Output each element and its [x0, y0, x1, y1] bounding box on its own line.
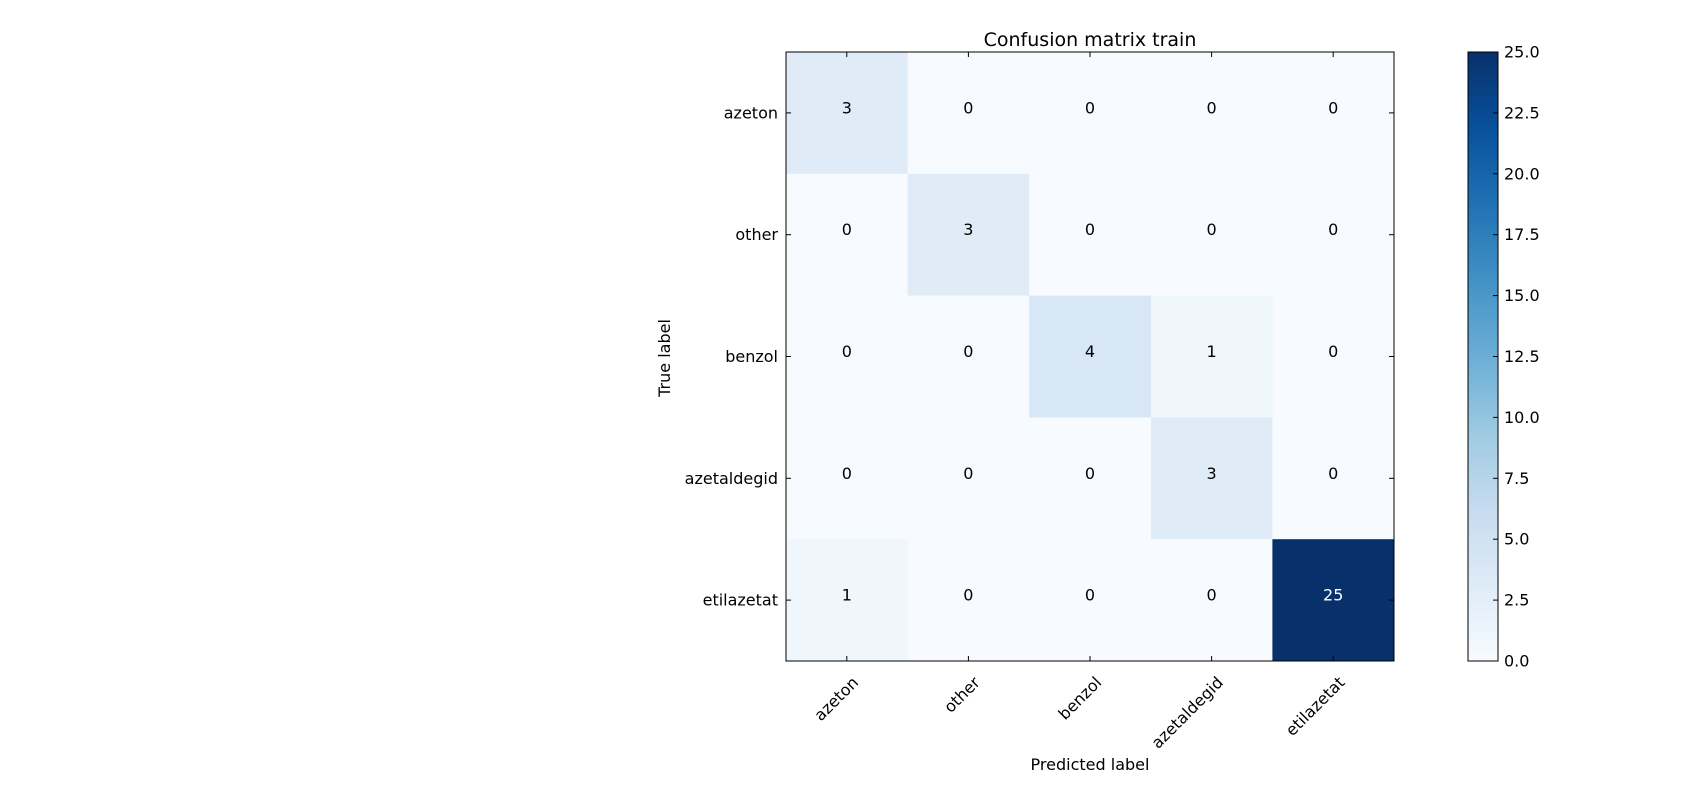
x-axis-label: Predicted label [1031, 755, 1150, 774]
cell-value-label-0-4: 0 [1328, 98, 1338, 117]
heatmap-cell-0-2 [1029, 52, 1152, 175]
colorbar-tick-label-1: 2.5 [1504, 591, 1529, 610]
cell-value-label-4-1: 0 [963, 586, 973, 605]
heatmap-cell-3-4 [1272, 417, 1395, 540]
colorbar-tick-label-2: 5.0 [1504, 530, 1529, 549]
colorbar-tick-label-5: 12.5 [1504, 347, 1540, 366]
colorbar-tick-label-6: 15.0 [1504, 286, 1540, 305]
cell-value-label-3-4: 0 [1328, 464, 1338, 483]
colorbar-tick-label-0: 0.0 [1504, 652, 1529, 671]
cell-value-label-0-3: 0 [1207, 98, 1217, 117]
x-tick-label-4: etilazetat [1282, 673, 1349, 740]
y-tick-label-2: benzol [725, 347, 778, 366]
heatmap-cells [786, 52, 1395, 662]
y-tick-label-1: other [735, 225, 778, 244]
cell-value-labels: 3 0 0 0 0 0 3 0 0 0 0 0 4 1 0 0 0 0 3 0 1 0 0 0 25 [842, 98, 1344, 604]
y-tick-label-3: azetaldegid [685, 469, 778, 488]
x-tick-label-3: azetaldegid [1147, 673, 1226, 752]
heatmap-cell-0-3 [1150, 52, 1273, 175]
colorbar-tick-label-8: 20.0 [1504, 164, 1540, 183]
x-tick-label-2: benzol [1055, 673, 1106, 724]
cell-value-label-3-3: 3 [1207, 464, 1217, 483]
heatmap-cell-1-3 [1150, 173, 1273, 297]
heatmap-cell-4-4 [1272, 539, 1395, 662]
cell-value-label-3-2: 0 [1085, 464, 1095, 483]
colorbar-ticks: 0.0 2.5 5.0 7.5 10.0 12.5 15.0 17.5 20.0 22.5 25.0 [1493, 43, 1540, 671]
heatmap-cell-4-0 [786, 539, 909, 662]
cell-value-label-4-0: 1 [842, 586, 852, 605]
heatmap-cell-1-0 [786, 173, 909, 297]
cell-value-label-3-0: 0 [842, 464, 852, 483]
cell-value-label-3-1: 0 [963, 464, 973, 483]
heatmap-cell-4-3 [1150, 539, 1273, 662]
heatmap-cell-0-4 [1272, 52, 1395, 175]
cell-value-label-1-4: 0 [1328, 220, 1338, 239]
cell-value-label-0-1: 0 [963, 98, 973, 117]
y-axis-label: True label [655, 319, 674, 398]
heatmap-cell-2-4 [1272, 295, 1395, 418]
cell-value-label-2-1: 0 [963, 342, 973, 361]
x-tick-labels: azeton other benzol azetaldegid etilazetat [810, 673, 1348, 753]
axis-ticks [786, 52, 1394, 661]
cell-value-label-2-4: 0 [1328, 342, 1338, 361]
cell-value-label-1-1: 3 [963, 220, 973, 239]
colorbar-tick-label-4: 10.0 [1504, 408, 1540, 427]
chart-title: Confusion matrix train [984, 29, 1197, 51]
y-tick-label-4: etilazetat [703, 591, 778, 610]
colorbar-tick-label-3: 7.5 [1504, 469, 1529, 488]
heatmap-cell-0-1 [907, 52, 1030, 175]
heatmap-cell-3-0 [786, 417, 909, 540]
cell-value-label-2-0: 0 [842, 342, 852, 361]
heatmap-cell-1-4 [1272, 173, 1395, 297]
heatmap-cell-3-3 [1150, 417, 1273, 540]
colorbar-tick-label-10: 25.0 [1504, 43, 1540, 62]
cell-value-label-2-2: 4 [1085, 342, 1095, 361]
y-tick-labels: azeton other benzol azetaldegid etilazetat [685, 103, 779, 609]
heatmap-cell-2-2 [1029, 295, 1152, 418]
cell-value-label-4-2: 0 [1085, 586, 1095, 605]
heatmap-cell-3-2 [1029, 417, 1152, 540]
x-tick-label-1: other [940, 673, 984, 717]
heatmap-cell-1-1 [907, 173, 1030, 297]
cell-value-label-1-3: 0 [1207, 220, 1217, 239]
cell-value-label-4-3: 0 [1207, 586, 1217, 605]
cell-value-label-0-2: 0 [1085, 98, 1095, 117]
cell-value-label-4-4: 25 [1323, 586, 1343, 605]
heatmap-cell-2-1 [907, 295, 1030, 418]
heatmap-cell-0-0 [786, 52, 909, 175]
heatmap-cell-2-0 [786, 295, 909, 418]
cell-value-label-1-2: 0 [1085, 220, 1095, 239]
heatmap-cell-1-2 [1029, 173, 1152, 297]
cell-value-label-0-0: 3 [842, 98, 852, 117]
heatmap-cell-4-1 [907, 539, 1030, 662]
cell-value-label-1-0: 0 [842, 220, 852, 239]
y-tick-label-0: azeton [724, 103, 778, 122]
colorbar-tick-label-7: 17.5 [1504, 225, 1540, 244]
heatmap-cell-4-2 [1029, 539, 1152, 662]
colorbar-tick-label-9: 22.5 [1504, 103, 1540, 122]
heatmap-cell-2-3 [1150, 295, 1273, 418]
cell-value-label-2-3: 1 [1207, 342, 1217, 361]
heatmap-cell-3-1 [907, 417, 1030, 540]
x-tick-label-0: azeton [810, 673, 862, 725]
